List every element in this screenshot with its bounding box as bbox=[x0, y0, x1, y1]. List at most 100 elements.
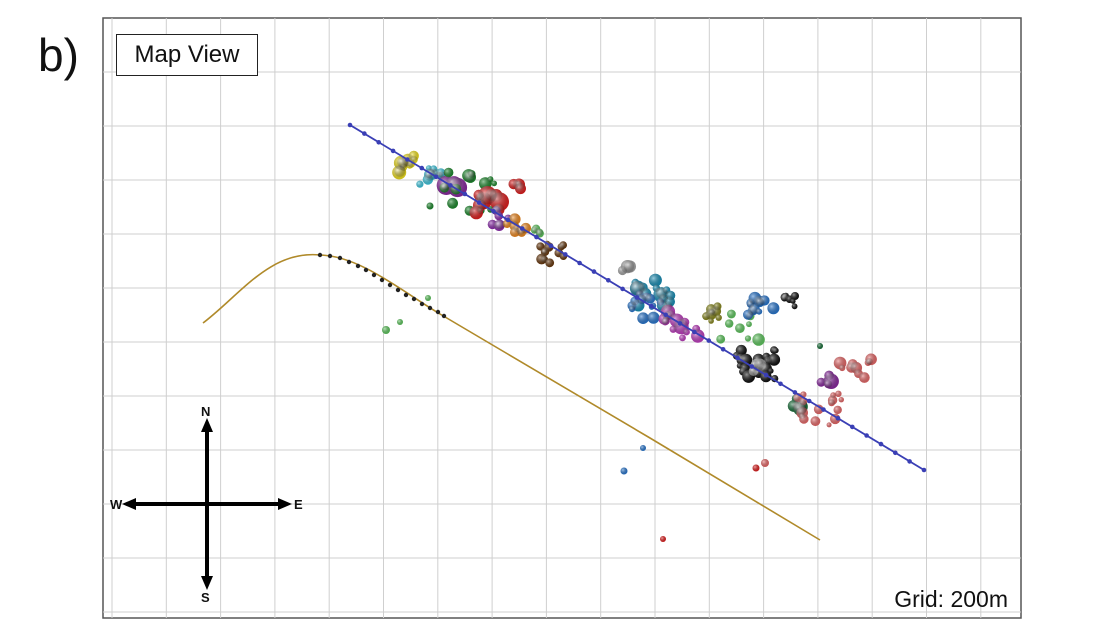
event-shade bbox=[715, 314, 722, 321]
event-shade bbox=[752, 464, 760, 472]
monitor-well-station bbox=[835, 416, 841, 421]
event-shade bbox=[645, 293, 656, 304]
map-view-title: Map View bbox=[116, 34, 258, 76]
event-shade bbox=[648, 273, 662, 287]
monitor-well-station bbox=[763, 372, 769, 378]
treatment-stage-point bbox=[427, 305, 433, 311]
event-shade bbox=[662, 286, 671, 294]
monitor-well-station bbox=[419, 165, 425, 171]
event-shade bbox=[713, 302, 722, 311]
monitor-well-station bbox=[677, 321, 683, 326]
compass-east-label: E bbox=[294, 497, 303, 512]
event-shade bbox=[835, 390, 842, 397]
event-shade bbox=[752, 333, 765, 346]
event-shade bbox=[813, 404, 824, 415]
event-shade bbox=[743, 309, 754, 320]
monitor-well-station bbox=[893, 450, 898, 456]
event-shade bbox=[756, 308, 763, 315]
treatment-stage-point bbox=[327, 253, 333, 259]
monitor-well-station bbox=[735, 355, 740, 361]
event-shade bbox=[660, 536, 666, 542]
event-shade bbox=[826, 422, 832, 428]
event-shade bbox=[833, 405, 842, 415]
event-shade bbox=[739, 353, 753, 367]
event-shade bbox=[780, 293, 789, 302]
monitor-well-station bbox=[606, 278, 611, 283]
monitor-well-station bbox=[921, 467, 927, 473]
monitor-well-station bbox=[405, 157, 410, 162]
compass-west-label: W bbox=[110, 497, 123, 512]
event-shade bbox=[425, 295, 431, 301]
treatment-stage-point bbox=[363, 267, 369, 273]
event-shade bbox=[473, 189, 484, 201]
event-shade bbox=[652, 284, 661, 292]
event-shade bbox=[702, 312, 710, 321]
monitor-well-station bbox=[462, 191, 468, 197]
compass-south-label: S bbox=[201, 590, 210, 605]
compass-north-label: N bbox=[201, 404, 211, 419]
event-shade bbox=[816, 377, 826, 387]
monitor-well-station bbox=[850, 424, 855, 430]
event-shade bbox=[640, 445, 646, 451]
monitor-well-station bbox=[376, 140, 382, 145]
treatment-stage-point bbox=[355, 263, 361, 269]
monitor-well-station bbox=[519, 226, 525, 231]
event-shade bbox=[810, 416, 821, 427]
monitor-well-station bbox=[563, 252, 568, 257]
event-shade bbox=[620, 467, 628, 475]
event-shade bbox=[541, 248, 547, 255]
event-shade bbox=[756, 298, 764, 306]
event-shade bbox=[744, 335, 752, 342]
monitor-well-station bbox=[778, 381, 783, 387]
monitor-well-station bbox=[433, 174, 439, 180]
event-shade bbox=[536, 228, 543, 236]
event-shade bbox=[491, 180, 498, 187]
event-shade bbox=[559, 241, 567, 249]
event-shade bbox=[662, 317, 670, 325]
event-shade bbox=[443, 167, 454, 178]
compass-east-arrow bbox=[278, 498, 292, 510]
event-shade bbox=[469, 205, 483, 220]
event-shade bbox=[767, 302, 780, 315]
monitor-well-station bbox=[476, 200, 482, 205]
monitor-well-station bbox=[491, 209, 496, 214]
compass-north-arrow bbox=[201, 418, 213, 432]
event-shade bbox=[515, 183, 526, 195]
monitor-well-station bbox=[864, 433, 869, 438]
monitor-well-station bbox=[792, 390, 798, 395]
treatment-stage-point bbox=[317, 252, 323, 258]
monitor-well-station bbox=[634, 295, 640, 300]
event-shade bbox=[478, 186, 497, 205]
event-shade bbox=[416, 180, 424, 188]
event-shade bbox=[725, 319, 734, 328]
monitor-well-station bbox=[720, 347, 726, 352]
treatment-stage-point bbox=[395, 287, 401, 293]
event-shade bbox=[754, 358, 767, 371]
event-shade bbox=[824, 370, 834, 381]
treatment-stage-point bbox=[337, 255, 343, 261]
compass-icon bbox=[122, 418, 292, 590]
event-shade bbox=[467, 170, 476, 178]
event-shade bbox=[530, 226, 538, 234]
monitor-well-station bbox=[362, 131, 367, 136]
microseismic-events bbox=[382, 150, 877, 542]
event-shade bbox=[817, 343, 823, 349]
event-shade bbox=[716, 334, 726, 344]
grid-scale-label: Grid: 200m bbox=[894, 586, 1008, 612]
event-shade bbox=[850, 362, 863, 374]
monitor-well-station bbox=[347, 122, 353, 128]
event-shade bbox=[708, 318, 714, 324]
monitor-well-station bbox=[649, 303, 654, 309]
event-shade bbox=[397, 319, 403, 325]
event-shade bbox=[839, 364, 846, 372]
panel-label: b) bbox=[38, 29, 79, 81]
event-shade bbox=[436, 168, 446, 178]
event-shade bbox=[727, 309, 736, 319]
monitor-well-station bbox=[749, 364, 755, 369]
wells bbox=[202, 122, 927, 541]
event-shade bbox=[382, 326, 390, 334]
treatment-stage-point bbox=[346, 259, 352, 265]
event-shade bbox=[735, 323, 745, 334]
treatment-stage-point bbox=[435, 309, 441, 315]
